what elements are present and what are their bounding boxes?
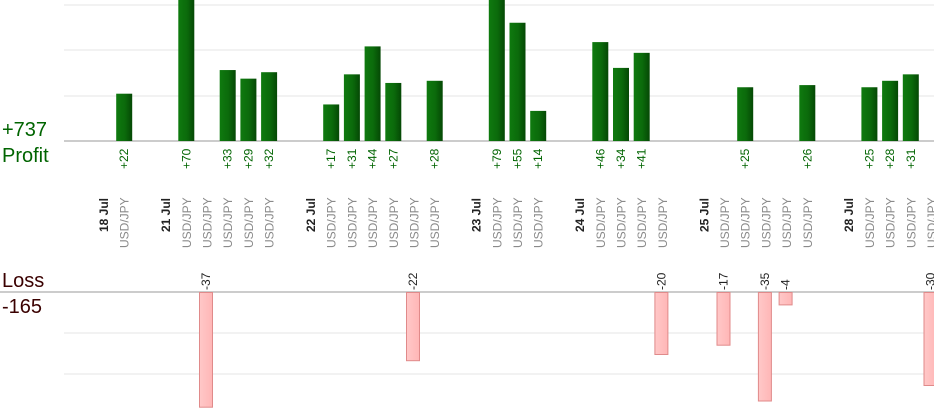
symbol-label: USD/JPY [387, 197, 401, 248]
profit-bar [882, 80, 899, 141]
profit-value-label: +17 [324, 148, 338, 169]
profit-bar [240, 78, 257, 141]
date-label: 22 Jul [304, 198, 318, 232]
symbol-label: USD/JPY [801, 197, 815, 248]
date-label: 25 Jul [697, 198, 711, 232]
symbol-label: USD/JPY [242, 197, 256, 248]
loss-value-label: -35 [758, 272, 772, 290]
profit-bar [509, 22, 526, 141]
profit-bar [613, 67, 629, 141]
loss-value-label: -30 [924, 272, 934, 290]
loss-value-label: -37 [199, 272, 213, 290]
profit-bar [902, 74, 919, 141]
symbol-label: USD/JPY [904, 197, 918, 248]
profit-bar [385, 82, 402, 141]
profit-bar [799, 85, 816, 141]
profit-bar [633, 52, 650, 141]
loss-value-label: -20 [654, 272, 668, 290]
symbol-label: USD/JPY [532, 197, 546, 248]
profit-value-label: +22 [117, 148, 131, 169]
loss-value-label: -17 [717, 272, 731, 290]
date-label: 23 Jul [470, 198, 484, 232]
symbol-label: USD/JPY [884, 197, 898, 248]
loss-value-label: -22 [406, 272, 420, 290]
date-label: 24 Jul [573, 198, 587, 232]
profit-value-label: +28 [428, 148, 442, 169]
profit-value-label: +41 [635, 148, 649, 169]
symbol-label: USD/JPY [201, 197, 215, 248]
symbol-label: USD/JPY [759, 197, 773, 248]
profit-value-label: +31 [345, 148, 359, 169]
symbol-label: USD/JPY [118, 197, 132, 248]
symbol-label: USD/JPY [345, 197, 359, 248]
symbol-label: USD/JPY [180, 197, 194, 248]
loss-bar [199, 292, 213, 408]
symbol-label: USD/JPY [863, 197, 877, 248]
symbol-label: USD/JPY [428, 197, 442, 248]
symbol-label: USD/JPY [925, 197, 934, 248]
profit-value-label: +70 [179, 148, 193, 169]
symbol-label: USD/JPY [656, 197, 670, 248]
loss-total: -165 [2, 296, 43, 318]
profit-bar [219, 70, 236, 141]
symbol-label: USD/JPY [263, 197, 277, 248]
profit-bar [364, 46, 381, 141]
profit-value-label: +25 [862, 148, 876, 169]
profit-value-label: +25 [738, 148, 752, 169]
profit-value-label: +79 [490, 148, 504, 169]
profit-value-label: +14 [531, 148, 545, 169]
profit-total: +737 [2, 119, 48, 141]
date-label: 18 Jul [97, 198, 111, 232]
symbol-label: USD/JPY [635, 197, 649, 248]
profit-bar [592, 42, 609, 141]
loss-label: Loss [2, 270, 45, 292]
loss-bar [654, 292, 669, 355]
profit-bar [861, 87, 878, 141]
profit-value-label: +27 [386, 148, 400, 169]
symbol-label: USD/JPY [408, 197, 422, 248]
symbol-label: USD/JPY [594, 197, 608, 248]
symbol-label: USD/JPY [366, 197, 380, 248]
loss-bar [757, 292, 772, 402]
date-label: 28 Jul [842, 198, 856, 232]
profit-value-label: +28 [883, 148, 897, 169]
profit-bar [178, 0, 195, 141]
profit-label: Profit [2, 145, 49, 167]
symbol-label: USD/JPY [325, 197, 339, 248]
profit-value-label: +31 [904, 148, 918, 169]
symbol-label: USD/JPY [718, 197, 732, 248]
profit-bar [737, 87, 754, 141]
loss-bar [406, 292, 420, 362]
profit-value-label: +55 [511, 148, 525, 169]
profit-value-label: +34 [614, 148, 628, 169]
loss-bar [716, 292, 731, 346]
profit-value-label: +44 [366, 148, 380, 169]
date-label: 21 Jul [159, 198, 173, 232]
profit-bar [343, 74, 360, 141]
loss-bar [923, 292, 934, 386]
symbol-label: USD/JPY [739, 197, 753, 248]
symbol-label: USD/JPY [511, 197, 525, 248]
profit-bar [116, 93, 133, 141]
profit-bar [488, 0, 505, 142]
profit-bar [426, 80, 443, 141]
profit-bar [323, 104, 340, 141]
profit-value-label: +29 [241, 148, 255, 169]
symbol-label: USD/JPY [615, 197, 629, 248]
loss-value-label: -4 [779, 279, 793, 290]
profit-bar [530, 110, 547, 141]
symbol-label: USD/JPY [490, 197, 504, 248]
profit-value-label: +32 [262, 148, 276, 169]
profit-value-label: +46 [593, 148, 607, 169]
loss-bar [778, 292, 793, 306]
profit-bar [261, 72, 278, 141]
profit-value-label: +33 [221, 148, 235, 169]
symbol-label: USD/JPY [221, 197, 235, 248]
profit-value-label: +26 [800, 148, 814, 169]
symbol-label: USD/JPY [780, 197, 794, 248]
